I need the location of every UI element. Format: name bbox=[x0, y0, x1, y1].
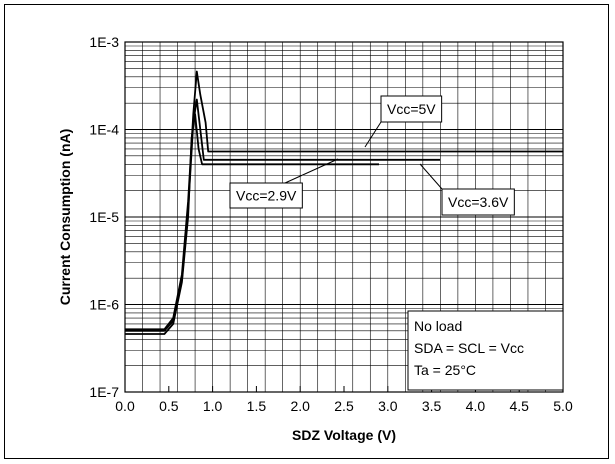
annotation-box-vcc-2-9v bbox=[229, 182, 303, 209]
series-line-0 bbox=[125, 70, 563, 331]
y-tick-label: 1E-5 bbox=[89, 209, 119, 225]
x-tick-label: 2.5 bbox=[334, 398, 354, 414]
x-tick-label: 4.0 bbox=[466, 398, 486, 414]
annotation-arrow-vcc-5v bbox=[364, 121, 382, 148]
y-tick-labels: 1E-7 1E-6 1E-5 1E-4 1E-3 bbox=[89, 34, 119, 400]
x-tick-label: 5.0 bbox=[553, 398, 573, 414]
series-line-2 bbox=[125, 113, 379, 335]
annotation-vcc-2-9v: Vcc=2.9V bbox=[236, 188, 297, 204]
annotation-vcc-5v: Vcc=5V bbox=[387, 101, 436, 117]
annotation-arrow-vcc-3-6v bbox=[419, 163, 443, 190]
condition-temperature: Ta = 25°C bbox=[414, 362, 476, 378]
x-tick-label: 2.0 bbox=[290, 398, 310, 414]
y-tick-label: 1E-6 bbox=[89, 297, 119, 313]
x-tick-label: 1.5 bbox=[247, 398, 267, 414]
x-tick-label: 3.0 bbox=[378, 398, 398, 414]
annotation-arrow-vcc-2-9v bbox=[284, 158, 339, 184]
x-tick-labels: 0.0 0.5 1.0 1.5 2.0 2.5 3.0 3.5 4.0 4.5 5.0 bbox=[115, 386, 573, 414]
annotation-box-vcc-3-6v bbox=[441, 188, 515, 216]
y-axis-label: Current Consumption (nA) bbox=[57, 129, 73, 306]
x-tick-label: 4.5 bbox=[509, 398, 529, 414]
x-axis-label: SDZ Voltage (V) bbox=[292, 427, 396, 443]
y-tick-label: 1E-3 bbox=[89, 34, 119, 50]
condition-sda-scl: SDA = SCL = Vcc bbox=[414, 340, 524, 356]
x-tick-label: 0.5 bbox=[159, 398, 179, 414]
y-tick-label: 1E-4 bbox=[89, 122, 119, 138]
series-lines bbox=[125, 70, 563, 335]
x-tick-label: 1.0 bbox=[203, 398, 223, 414]
conditions-box bbox=[407, 310, 564, 391]
annotation-vcc-3-6v: Vcc=3.6V bbox=[448, 194, 509, 210]
y-tick-label: 1E-7 bbox=[89, 384, 119, 400]
x-tick-label: 0.0 bbox=[115, 398, 135, 414]
annotation-box-vcc-5v bbox=[380, 95, 443, 123]
x-tick-label: 3.5 bbox=[422, 398, 442, 414]
condition-load: No load bbox=[414, 318, 462, 334]
